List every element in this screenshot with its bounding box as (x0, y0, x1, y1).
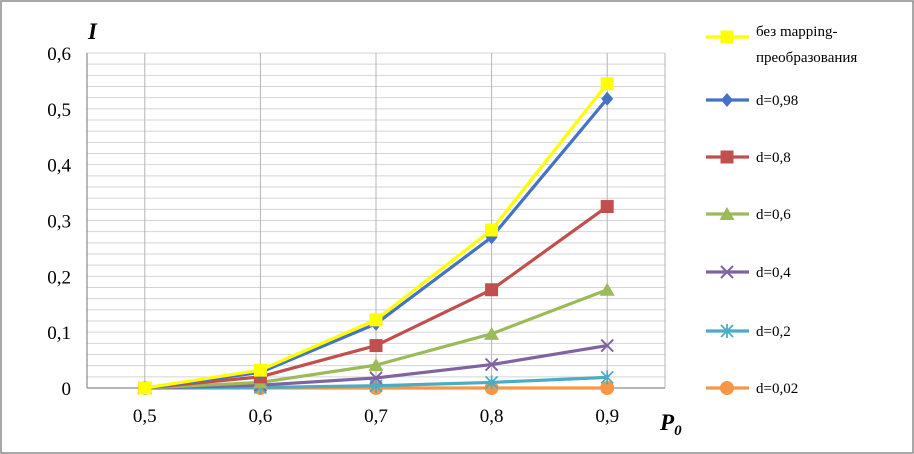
y-tick-label: 0,2 (47, 267, 71, 288)
legend-label: d=0,2 (756, 324, 791, 340)
y-axis-title-text: I (87, 19, 98, 44)
legend-item: d=0,02 (706, 381, 798, 397)
legend: без mapping-преобразования d=0,98 d=0,8 d=0… (706, 24, 857, 397)
legend-marker (720, 30, 734, 44)
legend-marker (719, 207, 735, 220)
x-tick-label: 0,6 (249, 406, 273, 427)
data-point (600, 200, 614, 214)
legend-label: d=0,98 (756, 93, 798, 109)
series-group (137, 77, 615, 395)
y-axis-title: I (87, 19, 98, 44)
legend-label: d=0,02 (756, 381, 798, 397)
data-point (369, 371, 383, 385)
legend-marker (720, 150, 734, 164)
y-tick-label: 0,3 (47, 212, 71, 233)
legend-item: d=0,8 (706, 150, 791, 166)
x-axis-title: P0 (659, 410, 682, 439)
data-point (485, 283, 499, 297)
legend-item: d=0,2 (706, 324, 791, 340)
data-point (138, 381, 152, 395)
data-point (600, 370, 614, 385)
data-point (599, 282, 615, 296)
legend-marker (720, 381, 734, 395)
legend-label: d=0,4 (756, 265, 791, 281)
data-point (601, 91, 614, 106)
data-point (253, 363, 267, 377)
x-axis-title-subscript: 0 (674, 423, 682, 439)
y-tick-label: 0,4 (47, 156, 71, 177)
y-tick-label: 0,5 (47, 100, 71, 121)
legend-label: d=0,8 (756, 150, 791, 166)
data-point (600, 77, 614, 91)
series-0 (138, 77, 614, 395)
legend-marker (721, 93, 733, 107)
data-point (600, 381, 615, 395)
data-point (368, 358, 384, 372)
legend-item: d=0,98 (706, 93, 798, 109)
legend-item: d=0,6 (706, 207, 791, 223)
data-point (484, 357, 499, 372)
legend-label: без mapping- (756, 24, 837, 40)
legend-label: d=0,6 (756, 207, 791, 223)
legend-item: без mapping-преобразования (706, 24, 857, 66)
data-point (484, 375, 499, 390)
y-tick-label: 0,1 (47, 323, 71, 344)
legend-marker (720, 324, 734, 338)
x-tick-label: 0,9 (595, 406, 619, 427)
legend-label: преобразования (756, 50, 857, 66)
data-point (600, 338, 614, 353)
x-tick-label: 0,7 (364, 406, 388, 427)
data-point (484, 326, 500, 340)
legend-marker (720, 265, 734, 279)
y-axis-ticks: 0 0,1 0,2 0,3 0,4 0,5 0,6 (47, 44, 71, 400)
x-axis-title-main: P (659, 410, 675, 435)
legend-item: d=0,4 (706, 265, 791, 281)
y-tick-label: 0 (62, 379, 72, 400)
x-tick-label: 0,8 (480, 406, 504, 427)
x-axis-ticks: 0,5 0,6 0,7 0,8 0,9 (133, 388, 619, 427)
data-point (485, 223, 499, 237)
x-tick-label: 0,5 (133, 406, 157, 427)
data-point (369, 313, 383, 327)
grid (87, 52, 666, 388)
data-point (369, 339, 383, 353)
y-tick-label: 0,6 (47, 44, 71, 65)
